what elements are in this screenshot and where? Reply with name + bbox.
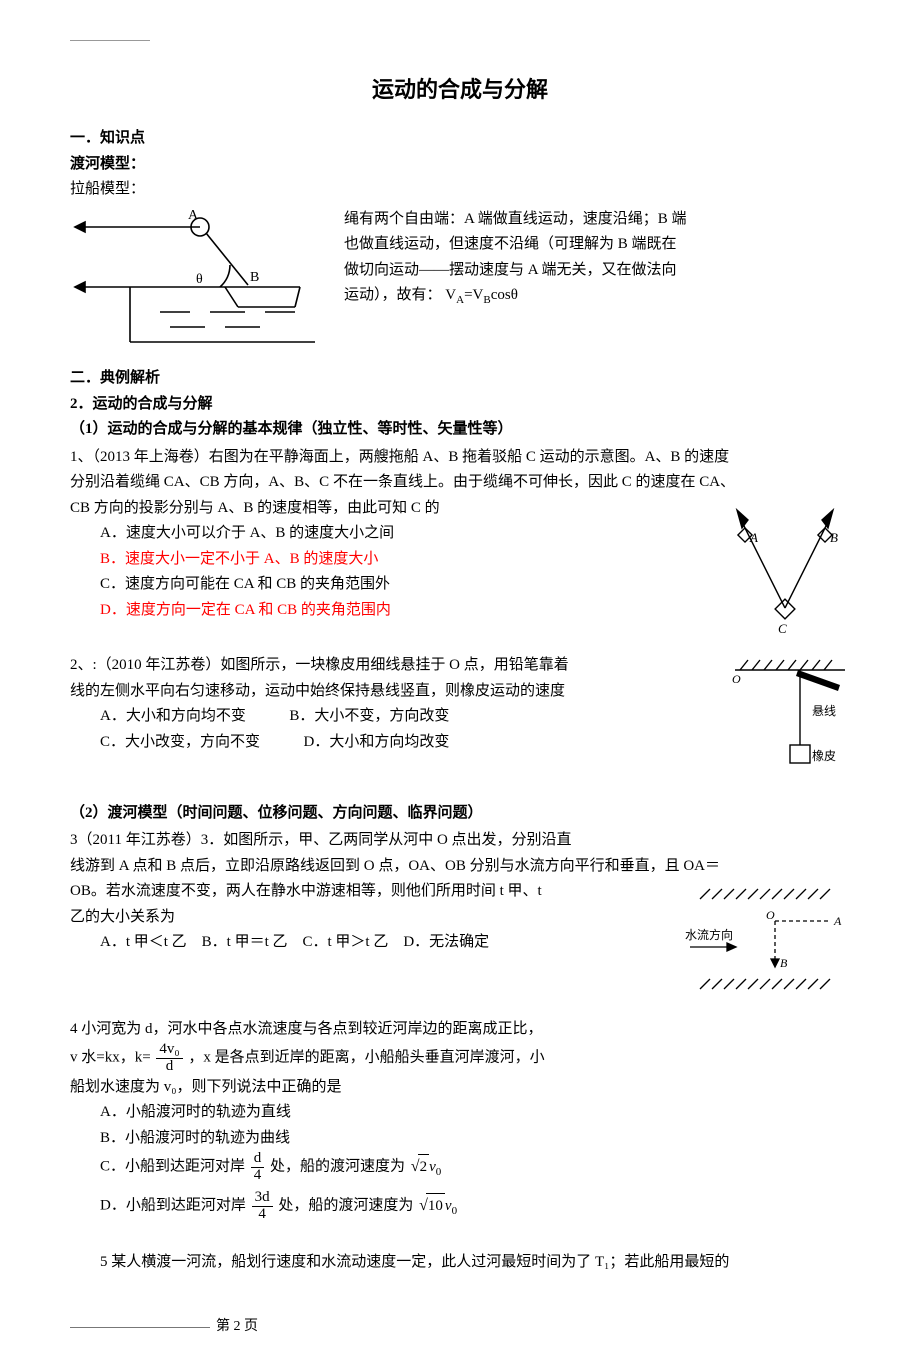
q4c-frac: d 4 xyxy=(251,1151,265,1184)
rope-explanation: 绳有两个自由端：A 端做直线运动，速度沿绳；B 端 也做直线运动，但速度不沿绳（… xyxy=(320,207,850,310)
q3-line: 3（2011 年江苏卷）3．如图所示，甲、乙两同学从河中 O 点出发，分别沿直 xyxy=(70,828,850,854)
q4-line3: 船划水速度为 v₀，则下列说法中正确的是 xyxy=(70,1075,850,1101)
svg-text:A: A xyxy=(188,208,199,223)
svg-text:C: C xyxy=(778,621,787,636)
q4-l2-post: ，x 是各点到近岸的距离，小船船头垂直河岸渡河，小 xyxy=(188,1050,544,1066)
question-2: O 悬线 橡皮 2、:（2010 年江苏卷）如图所示，一块橡皮用细线悬挂于 O … xyxy=(70,653,850,799)
question-4: 4 小河宽为 d，河水中各点水流速度与各点到较近河岸边的距离成正比， v 水=k… xyxy=(70,1017,850,1223)
rope-formula: VA=VBcosθ xyxy=(445,287,518,303)
rope-line: 绳有两个自由端：A 端做直线运动，速度沿绳；B 端 xyxy=(344,211,687,227)
svg-text:B: B xyxy=(250,270,259,285)
frac-num: 4v₀ xyxy=(156,1042,182,1059)
q4-optB: B．小船渡河时的轨迹为曲线 xyxy=(70,1126,850,1152)
q4-line1: 4 小河宽为 d，河水中各点水流速度与各点到较近河岸边的距离成正比， xyxy=(70,1017,850,1043)
svg-text:水流方向: 水流方向 xyxy=(685,927,733,942)
q3-figure: O A B 水流方向 xyxy=(680,881,850,1011)
svg-text:O: O xyxy=(766,908,775,922)
svg-text:B: B xyxy=(830,530,838,545)
sqrt-val: 10 xyxy=(426,1193,445,1220)
q4-frac: 4v₀ d xyxy=(156,1042,182,1075)
page-number: 第 2 页 xyxy=(216,1319,258,1334)
q4-l2-pre: v 水=kx，k= xyxy=(70,1050,151,1066)
svg-text:橡皮: 橡皮 xyxy=(812,749,836,763)
q4d-pre: D．小船到达距河对岸 xyxy=(100,1198,246,1214)
q4c-pre: C．小船到达距河对岸 xyxy=(100,1159,245,1175)
sqrt-icon: 2 xyxy=(409,1153,429,1181)
frac-den: 4 xyxy=(251,1168,265,1184)
boat-diagram: A θ B xyxy=(70,207,320,357)
q4d-mid: 处，船的渡河速度为 xyxy=(278,1198,413,1214)
section1-head: 一．知识点 xyxy=(70,126,850,152)
part2-title: （2）渡河模型（时间问题、位移问题、方向问题、临界问题） xyxy=(70,801,850,827)
q2-optB: B．大小不变，方向改变 xyxy=(289,708,449,724)
q4-optC: C．小船到达距河对岸 d 4 处，船的渡河速度为 2v0 xyxy=(70,1151,850,1184)
svg-text:A: A xyxy=(749,530,758,545)
sub-duhe: 渡河模型： xyxy=(70,152,850,178)
q1-figure: A B C xyxy=(720,498,850,648)
q2-optD: D．大小和方向均改变 xyxy=(304,734,450,750)
sqrt-icon: 10 xyxy=(417,1192,445,1220)
rope-line: 也做直线运动，但速度不沿绳（可理解为 B 端既在 xyxy=(344,236,677,252)
q1-line: 1、（2013 年上海卷）右图为在平静海面上，两艘拖船 A、B 拖着驳船 C 运… xyxy=(70,445,850,471)
q2-figure: O 悬线 橡皮 xyxy=(730,655,850,795)
frac-num: d xyxy=(251,1151,265,1168)
part1-title: （1）运动的合成与分解的基本规律（独立性、等时性、矢量性等） xyxy=(70,417,850,443)
page-footer: 第 2 页 xyxy=(70,1315,850,1339)
svg-text:B: B xyxy=(780,956,788,970)
header-rule xyxy=(70,40,150,41)
svg-text:θ: θ xyxy=(196,272,203,287)
frac-num: 3d xyxy=(252,1190,273,1207)
q3-line: 线游到 A 点和 B 点后，立即沿原路线返回到 O 点，OA、OB 分别与水流方… xyxy=(70,854,850,880)
rope-line: 做切向运动——摆动速度与 A 端无关，又在做法向 xyxy=(344,262,677,278)
frac-den: d xyxy=(156,1059,182,1075)
section2-head: 二．典例解析 xyxy=(70,366,850,392)
q4-line2: v 水=kx，k= 4v₀ d ，x 是各点到近岸的距离，小船船头垂直河岸渡河，… xyxy=(70,1042,850,1075)
svg-text:A: A xyxy=(833,914,842,928)
q4-optD: D．小船到达距河对岸 3d 4 处，船的渡河速度为 10v0 xyxy=(70,1190,850,1223)
section2-sub: 2．运动的合成与分解 xyxy=(70,392,850,418)
question-5: 5 某人横渡一河流，船划行速度和水流动速度一定，此人过河最短时间为了 T₁；若此… xyxy=(70,1250,850,1276)
q2-optC: C．大小改变，方向不变 xyxy=(100,734,260,750)
sub-lachuan: 拉船模型： xyxy=(70,177,850,203)
q2-optA: A．大小和方向均不变 xyxy=(100,708,246,724)
q4c-v0: v0 xyxy=(429,1159,441,1175)
svg-text:O: O xyxy=(732,672,741,686)
sqrt-val: 2 xyxy=(418,1154,430,1181)
q1-line: 分别沿着缆绳 CA、CB 方向，A、B、C 不在一条直线上。由于缆绳不可伸长，因… xyxy=(70,470,850,496)
question-3: 3（2011 年江苏卷）3．如图所示，甲、乙两同学从河中 O 点出发，分别沿直 … xyxy=(70,828,850,1015)
q4d-v0: v0 xyxy=(445,1198,457,1214)
q4c-mid: 处，船的渡河速度为 xyxy=(270,1159,405,1175)
frac-den: 4 xyxy=(252,1207,273,1223)
rope-line: 运动），故有： xyxy=(344,287,442,303)
q4-optA: A．小船渡河时的轨迹为直线 xyxy=(70,1100,850,1126)
q4d-frac: 3d 4 xyxy=(252,1190,273,1223)
question-1: 1、（2013 年上海卷）右图为在平静海面上，两艘拖船 A、B 拖着驳船 C 运… xyxy=(70,445,850,652)
page-title: 运动的合成与分解 xyxy=(70,71,850,108)
svg-text:悬线: 悬线 xyxy=(812,704,836,718)
